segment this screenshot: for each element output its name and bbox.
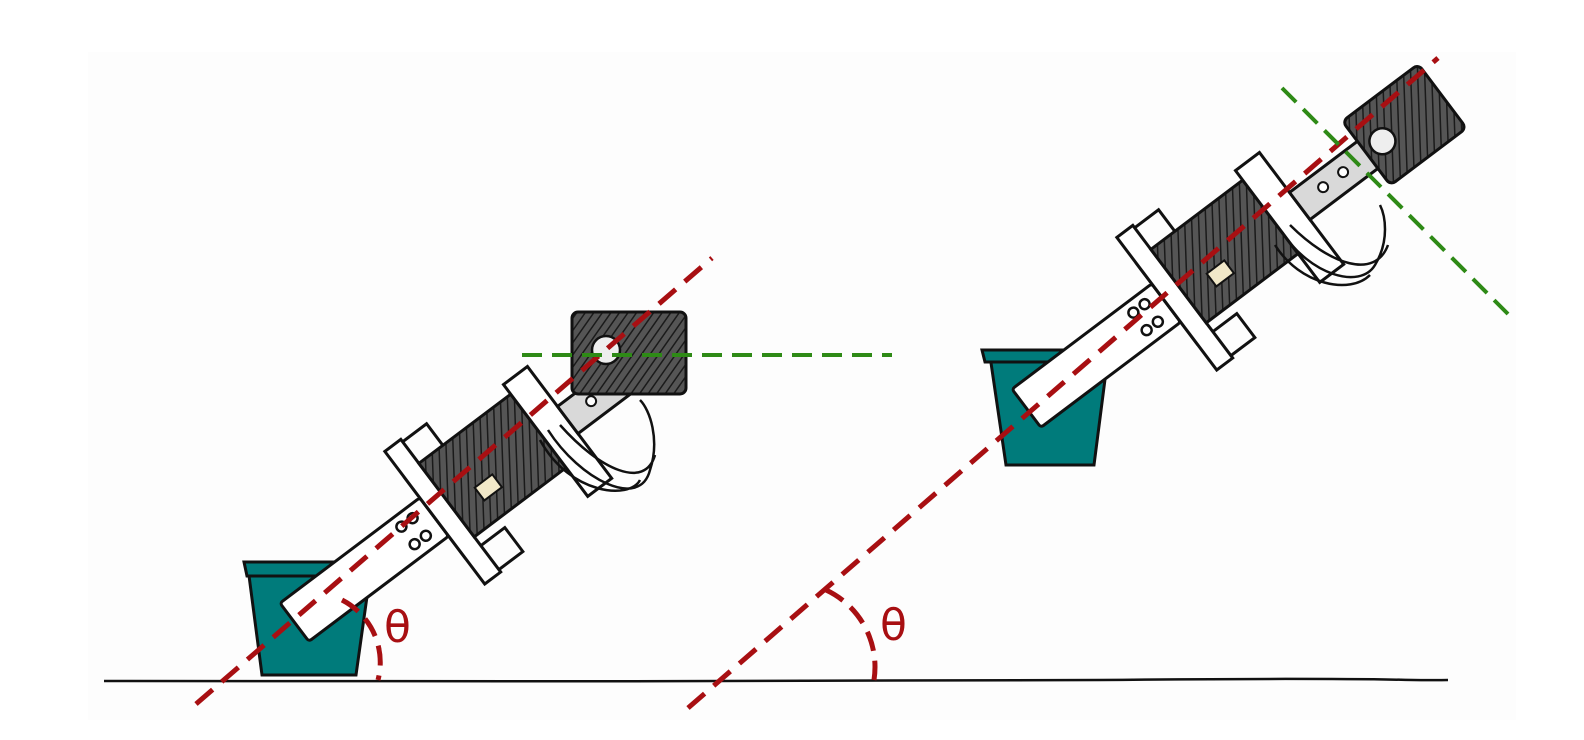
right-servo-2: [1343, 65, 1466, 185]
left-panel: θ: [194, 256, 892, 706]
ground-line: [103, 677, 1449, 683]
left-angle-arc: [340, 597, 383, 681]
right-reference-line: [1280, 86, 1510, 316]
left-angle-label: θ: [384, 602, 411, 653]
right-angle-label: θ: [880, 600, 907, 651]
left-robot-arm: [279, 344, 660, 642]
left-axis-line: [194, 256, 714, 706]
left-wires: [538, 399, 657, 492]
right-wires: [1273, 204, 1390, 287]
right-angle-arc: [824, 587, 878, 681]
right-axis-line: [686, 56, 1440, 710]
right-panel: θ: [686, 56, 1510, 710]
right-robot-arm: [1011, 65, 1466, 428]
